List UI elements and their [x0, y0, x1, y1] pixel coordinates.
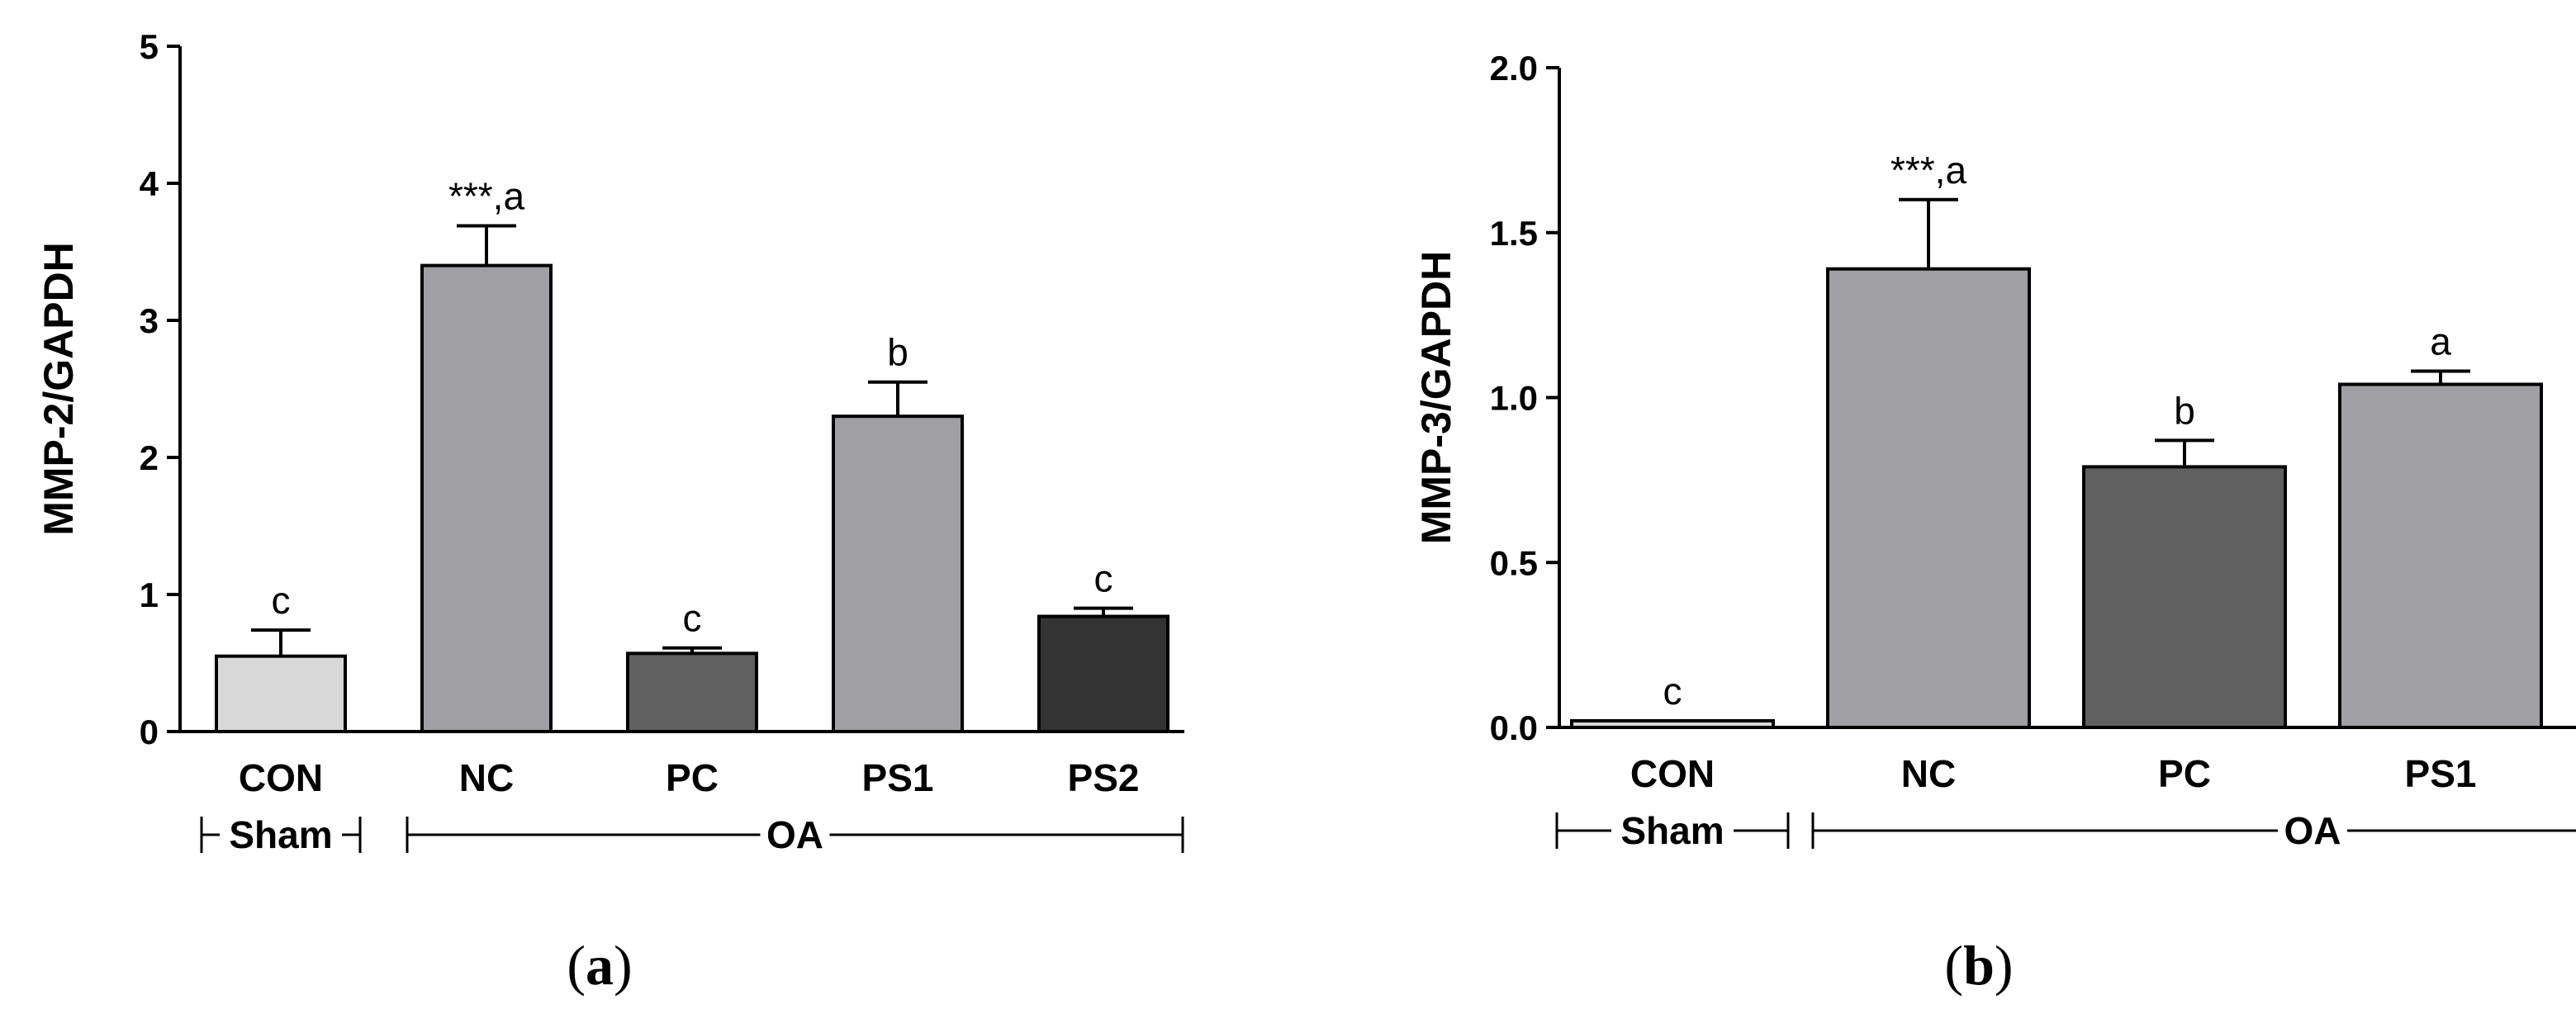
bar-pc	[2082, 465, 2287, 730]
y-tick-label: 2.0	[1490, 49, 1538, 88]
group-label: Sham	[229, 813, 332, 856]
bar-pc	[626, 651, 758, 734]
category-label: PC	[2158, 752, 2211, 795]
y-tick-label: 4	[140, 164, 159, 203]
panel-label: (a)	[567, 934, 632, 997]
y-tick-label: 1.5	[1490, 214, 1538, 253]
significance-label: c	[272, 579, 291, 622]
group-label: OA	[2284, 809, 2341, 852]
bar-ps1	[832, 414, 964, 733]
bar-con	[1570, 719, 1775, 730]
y-axis-label: MMP-3/GAPDH	[1413, 251, 1459, 545]
panel-label: (b)	[1944, 934, 2013, 997]
significance-label: ***,a	[1890, 149, 1966, 192]
bar-nc	[420, 263, 553, 734]
bar-ps1	[2338, 382, 2543, 729]
significance-label: c	[1094, 557, 1113, 600]
category-label: CON	[239, 756, 323, 799]
chart-panel-a: 0 1 2 3 4 5 MMP-2/GAPDH c CON ***,a NC c PC b PS1 c PS2 S…	[36, 27, 1184, 997]
group-label: OA	[766, 813, 823, 856]
category-label: NC	[459, 756, 514, 799]
significance-label: a	[2430, 320, 2451, 363]
bar-con	[215, 654, 347, 734]
significance-label: b	[887, 331, 908, 374]
category-label: CON	[1630, 752, 1715, 795]
category-label: PS1	[2405, 752, 2477, 795]
y-tick-label: 2	[140, 438, 159, 477]
y-tick-label: 5	[140, 27, 159, 66]
group-label: Sham	[1620, 809, 1724, 852]
category-label: PS1	[862, 756, 934, 799]
y-tick-label: 0.0	[1490, 708, 1538, 747]
bar-ps2	[1037, 614, 1169, 733]
significance-label: b	[2174, 389, 2195, 432]
category-label: PS2	[1068, 756, 1140, 799]
y-axis-label: MMP-2/GAPDH	[36, 242, 82, 536]
y-tick-label: 0.5	[1490, 543, 1538, 582]
chart-panel-b: 0.0 0.5 1.0 1.5 2.0 MMP-3/GAPDH c CON ***,a NC b PC…	[1413, 49, 2576, 997]
significance-label: c	[683, 597, 702, 640]
significance-label: c	[1663, 670, 1682, 713]
category-label: NC	[1901, 752, 1956, 795]
bar-nc	[1826, 267, 2031, 729]
y-tick-label: 1	[140, 575, 159, 614]
y-tick-label: 0	[140, 713, 159, 751]
y-tick-label: 3	[140, 301, 159, 340]
y-tick-label: 1.0	[1490, 379, 1538, 418]
significance-label: ***,a	[448, 174, 524, 217]
category-label: PC	[666, 756, 719, 799]
